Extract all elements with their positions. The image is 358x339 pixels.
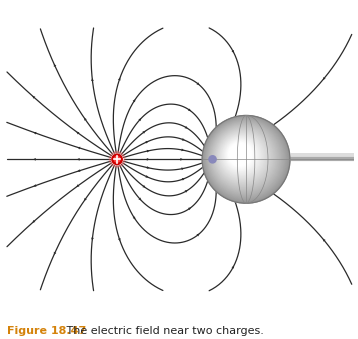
Circle shape [206, 119, 285, 198]
Circle shape [216, 129, 271, 185]
Circle shape [209, 123, 280, 193]
Circle shape [225, 139, 257, 171]
Circle shape [208, 122, 281, 195]
Circle shape [221, 135, 262, 176]
Circle shape [232, 146, 248, 162]
Circle shape [218, 132, 267, 180]
Circle shape [231, 145, 248, 163]
Circle shape [223, 137, 260, 174]
Circle shape [233, 147, 246, 160]
Circle shape [112, 154, 122, 164]
Circle shape [226, 140, 255, 170]
Circle shape [211, 125, 277, 191]
Circle shape [114, 157, 120, 162]
Circle shape [234, 148, 244, 159]
Circle shape [218, 132, 267, 181]
Circle shape [229, 143, 251, 165]
Circle shape [203, 117, 288, 201]
Circle shape [212, 126, 275, 189]
Circle shape [232, 146, 247, 161]
Circle shape [212, 125, 276, 190]
Text: The electric field near two charges.: The electric field near two charges. [63, 326, 263, 336]
Circle shape [233, 148, 245, 159]
Circle shape [226, 140, 256, 171]
Circle shape [227, 142, 254, 168]
Circle shape [209, 122, 280, 194]
Circle shape [234, 149, 243, 158]
Circle shape [222, 136, 261, 176]
Circle shape [209, 156, 216, 163]
Circle shape [227, 141, 255, 169]
Circle shape [205, 118, 286, 200]
Circle shape [207, 120, 283, 197]
Circle shape [221, 135, 263, 177]
Circle shape [238, 152, 239, 154]
Circle shape [214, 127, 274, 187]
Circle shape [211, 124, 278, 192]
Circle shape [235, 149, 242, 157]
Circle shape [207, 120, 284, 197]
Circle shape [204, 117, 287, 201]
Circle shape [224, 138, 258, 172]
Circle shape [203, 116, 289, 202]
Circle shape [220, 134, 264, 178]
Circle shape [223, 137, 261, 175]
Circle shape [217, 131, 269, 183]
Circle shape [230, 144, 250, 164]
Circle shape [236, 151, 241, 155]
Circle shape [219, 133, 266, 180]
Circle shape [202, 116, 290, 203]
Circle shape [208, 121, 282, 196]
Circle shape [224, 138, 259, 173]
Circle shape [231, 145, 250, 164]
Circle shape [236, 150, 242, 156]
Circle shape [205, 119, 286, 199]
Circle shape [217, 131, 268, 182]
Circle shape [109, 152, 125, 167]
Circle shape [229, 143, 252, 166]
Circle shape [228, 142, 253, 167]
Circle shape [219, 134, 265, 179]
Circle shape [237, 152, 240, 155]
Circle shape [213, 127, 274, 188]
Text: Figure 18.47: Figure 18.47 [7, 326, 86, 336]
Circle shape [215, 128, 272, 185]
Circle shape [216, 130, 270, 184]
Circle shape [210, 123, 279, 192]
Circle shape [214, 128, 273, 186]
